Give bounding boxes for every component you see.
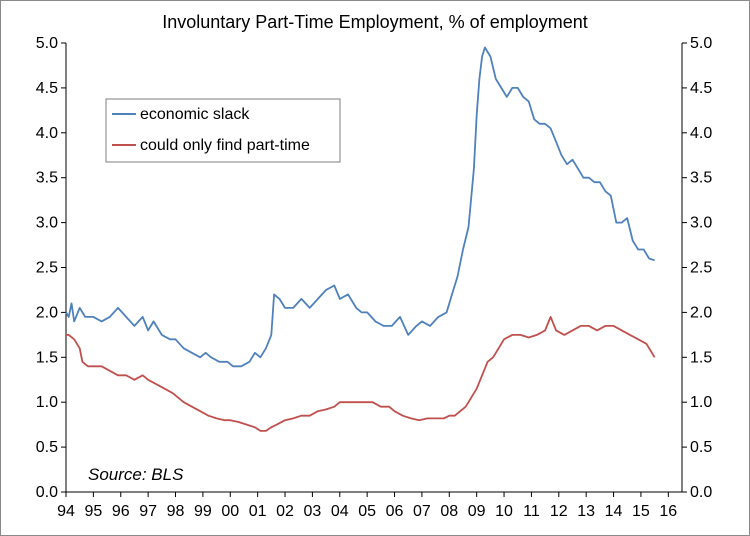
y-tick-label-left: 2.5 — [36, 260, 58, 277]
x-tick-label: 14 — [605, 503, 623, 520]
x-tick-label: 97 — [139, 503, 157, 520]
x-tick-label: 99 — [194, 503, 212, 520]
y-tick-label-left: 5.0 — [36, 35, 58, 52]
y-tick-label-right: 1.0 — [690, 394, 712, 411]
x-tick-label: 09 — [468, 503, 486, 520]
x-tick-label: 00 — [221, 503, 239, 520]
y-tick-label-left: 2.0 — [36, 304, 58, 321]
y-tick-label-right: 5.0 — [690, 35, 712, 52]
legend: economic slack could only find part-time — [105, 98, 341, 163]
x-tick-label: 08 — [440, 503, 458, 520]
y-tick-label-right: 2.0 — [690, 304, 712, 321]
x-tick-label: 15 — [632, 503, 650, 520]
x-tick-label: 13 — [577, 503, 595, 520]
x-tick-label: 06 — [386, 503, 404, 520]
y-tick-label-left: 3.5 — [36, 170, 58, 187]
y-tick-label-left: 0.0 — [36, 484, 58, 501]
y-tick-label-left: 4.0 — [36, 125, 58, 142]
y-tick-label-right: 1.5 — [690, 349, 712, 366]
x-tick-label: 12 — [550, 503, 568, 520]
x-tick-label: 96 — [112, 503, 130, 520]
y-tick-label-left: 1.5 — [36, 349, 58, 366]
x-tick-label: 94 — [57, 503, 75, 520]
y-tick-label-right: 0.5 — [690, 439, 712, 456]
source-note: Source: BLS — [88, 465, 184, 484]
series-line-could-only-find-part-time — [66, 315, 656, 432]
y-tick-label-left: 4.5 — [36, 80, 58, 97]
legend-label-economic-slack: economic slack — [140, 106, 250, 123]
legend-box — [105, 98, 341, 163]
x-tick-label: 98 — [167, 503, 185, 520]
x-tick-label: 01 — [249, 503, 267, 520]
series-line-economic-slack — [65, 46, 655, 368]
x-tick-label: 02 — [276, 503, 294, 520]
x-tick-label: 16 — [659, 503, 677, 520]
x-tick-label: 95 — [84, 503, 102, 520]
series-lines — [65, 46, 656, 432]
y-tick-label-right: 3.0 — [690, 215, 712, 232]
y-tick-label-left: 1.0 — [36, 394, 58, 411]
x-tick-label: 07 — [413, 503, 431, 520]
y-tick-label-right: 4.0 — [690, 125, 712, 142]
y-tick-label-left: 3.0 — [36, 215, 58, 232]
y-tick-label-right: 3.5 — [690, 170, 712, 187]
chart-title: Involuntary Part-Time Employment, % of e… — [162, 12, 588, 32]
y-tick-label-right: 4.5 — [690, 80, 712, 97]
x-tick-label: 04 — [331, 503, 349, 520]
axes: 0.0 0.0 0.5 0.5 1.0 1.0 1.5 1.5 2.0 2.0 2.5 2.5 3.0 3… — [36, 35, 713, 520]
legend-label-could-only-find-part-time: could only find part-time — [140, 137, 310, 154]
y-tick-label-right: 2.5 — [690, 260, 712, 277]
x-tick-label: 11 — [523, 503, 540, 520]
x-tick-label: 10 — [495, 503, 513, 520]
y-tick-label-left: 0.5 — [36, 439, 58, 456]
x-tick-label: 03 — [304, 503, 322, 520]
x-tick-label: 05 — [358, 503, 376, 520]
y-tick-label-right: 0.0 — [690, 484, 712, 501]
